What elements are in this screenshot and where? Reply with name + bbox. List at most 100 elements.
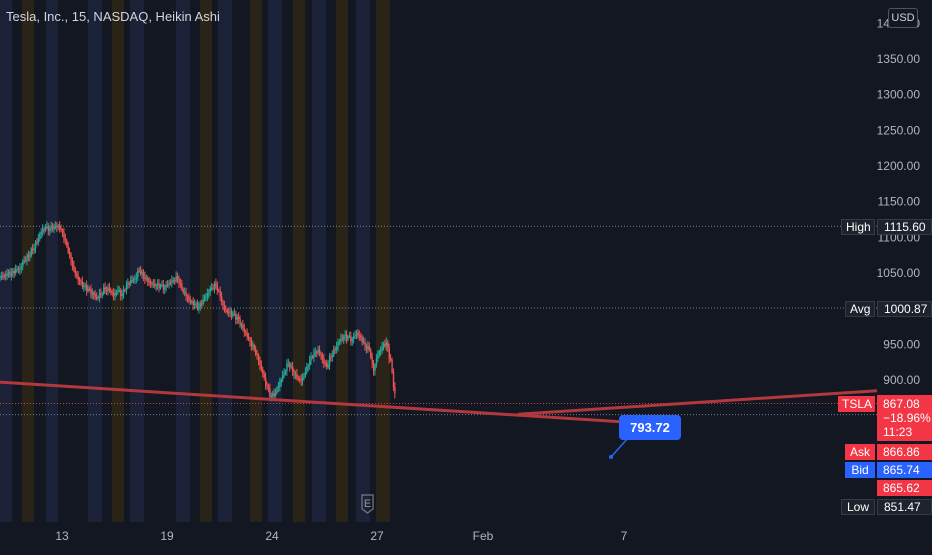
candle-body	[257, 355, 260, 361]
candle-body	[195, 303, 197, 305]
candle-body	[176, 276, 179, 279]
earnings-icon[interactable]: E	[360, 494, 375, 514]
candle-body	[225, 310, 227, 312]
candle-body	[94, 294, 96, 298]
candle-body	[250, 341, 253, 346]
candle-body	[317, 350, 319, 353]
avg-value: 1000.87	[877, 301, 932, 317]
candle-body	[192, 301, 194, 306]
currency-button[interactable]: USD	[888, 8, 918, 28]
candle-body	[67, 246, 69, 253]
candle-body	[226, 310, 229, 312]
candle-body	[239, 318, 241, 326]
candle-body	[266, 384, 268, 387]
candle-body	[262, 369, 264, 374]
candle-body	[63, 232, 65, 239]
candle-body	[392, 371, 395, 388]
candle-body	[135, 277, 138, 279]
candle-body	[212, 287, 214, 289]
candle-body	[314, 351, 317, 353]
candle-body	[97, 297, 99, 299]
candle-body	[333, 348, 335, 356]
candle-body	[388, 347, 390, 359]
y-tick-label: 1350.00	[877, 52, 921, 66]
candle-body	[256, 354, 258, 356]
candle-body	[371, 357, 373, 365]
candle-body	[357, 332, 359, 336]
candle-body	[311, 356, 314, 358]
candle-body	[157, 283, 159, 286]
candle-body	[84, 285, 87, 287]
candle-body	[304, 372, 307, 376]
trendline-descending	[0, 380, 661, 426]
candle-body	[347, 336, 349, 340]
candle-body	[249, 338, 251, 342]
price-callout[interactable]: 793.72	[619, 415, 681, 440]
candle-body	[201, 303, 203, 305]
candle-body	[181, 283, 183, 290]
candle-body	[389, 358, 392, 361]
candle-body	[209, 288, 212, 293]
candle-body	[260, 365, 263, 370]
candle-body	[22, 261, 24, 267]
candle-body	[144, 276, 146, 280]
bid-label: Bid	[845, 462, 875, 478]
candle-body	[293, 371, 295, 375]
candle-body	[243, 327, 246, 332]
low-label: Low	[841, 499, 875, 515]
candle-body	[367, 346, 369, 349]
candle-body	[172, 280, 175, 282]
candle-body	[166, 284, 169, 286]
candle-body	[345, 334, 348, 340]
candle-body	[61, 229, 64, 233]
candle-body	[272, 393, 274, 397]
candle-body	[264, 377, 267, 385]
callout-anchor	[609, 455, 613, 459]
candle-body	[387, 342, 389, 348]
candle-body	[199, 303, 202, 307]
candle-body	[147, 278, 149, 282]
candle-body	[71, 260, 74, 266]
ask-value: 866.86	[877, 444, 932, 460]
candle-body	[220, 296, 223, 302]
candle-body	[198, 306, 200, 310]
candle-body	[307, 365, 310, 367]
candle-body	[378, 350, 381, 356]
candle-body	[59, 225, 61, 229]
candle-body	[186, 296, 189, 298]
candle-body	[16, 268, 18, 270]
candle-body	[253, 345, 256, 350]
candle-body	[93, 292, 95, 295]
candle-body	[280, 379, 283, 383]
candle-body	[361, 337, 363, 342]
candle-body	[165, 284, 167, 287]
candle-body	[149, 282, 152, 284]
candle-body	[127, 282, 129, 286]
y-tick-label: 1300.00	[877, 88, 921, 102]
session-band	[218, 0, 232, 522]
candle-body	[331, 355, 334, 358]
candle-body	[350, 336, 352, 342]
candle-body	[30, 248, 33, 256]
candle-body	[326, 363, 328, 368]
candle-body	[0, 276, 1, 278]
candle-body	[178, 278, 180, 284]
candle-body	[138, 270, 140, 272]
candle-body	[382, 343, 385, 347]
candle-body	[205, 296, 207, 298]
x-tick-label: 7	[621, 529, 628, 543]
y-tick-label: 1150.00	[878, 195, 921, 209]
candle-body	[229, 311, 231, 313]
candle-body	[358, 335, 361, 337]
candle-body	[142, 272, 145, 277]
y-tick-label: 900.00	[883, 373, 920, 387]
y-tick-label: 950.00	[883, 337, 920, 351]
candle-body	[182, 289, 185, 293]
session-band	[176, 0, 190, 522]
candle-body	[19, 268, 21, 271]
candle-body	[115, 292, 118, 294]
candle-body	[330, 356, 332, 358]
candle-body	[117, 290, 119, 293]
